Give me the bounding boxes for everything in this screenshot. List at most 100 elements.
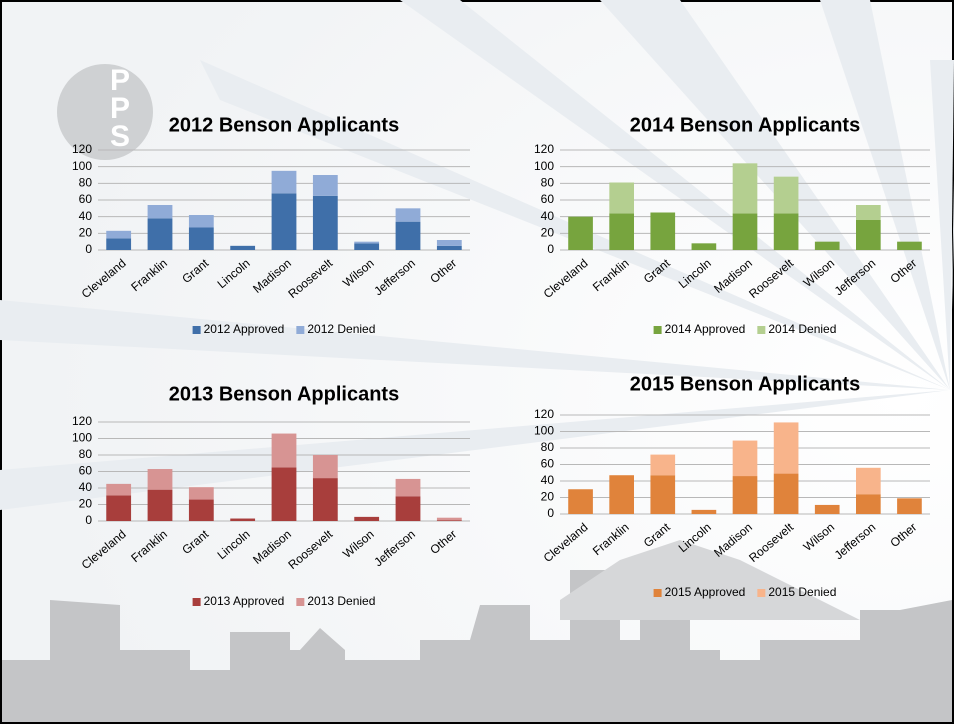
bar-segment [395, 496, 421, 521]
bar-segment [147, 469, 173, 490]
legend-label: 2015 Denied [768, 585, 836, 599]
legend-swatch [192, 326, 201, 334]
bar-segment [650, 475, 676, 514]
y-tick-label: 0 [85, 513, 92, 527]
bar-segment [188, 499, 214, 521]
bar-segment [436, 245, 462, 250]
y-tick-label: 60 [541, 192, 555, 206]
legend-swatch [653, 326, 662, 334]
y-tick-label: 20 [79, 497, 93, 511]
bar-segment [773, 176, 799, 214]
y-tick-label: 0 [547, 506, 554, 520]
bar-segment [856, 205, 881, 220]
y-tick-label: 60 [79, 464, 93, 478]
y-tick-label: 120 [72, 414, 92, 428]
chart-title: 2015 Benson Applicants [630, 373, 860, 395]
y-tick-label: 0 [85, 242, 92, 256]
legend-label: 2013 Approved [204, 594, 285, 608]
bar-segment [312, 195, 338, 250]
bar-segment [395, 221, 421, 250]
legend: 2013 Approved 2013 Denied [192, 594, 375, 608]
y-tick-label: 20 [541, 490, 555, 504]
y-tick-label: 100 [534, 159, 554, 173]
bar-segment [897, 241, 922, 250]
bar-segment [773, 422, 799, 474]
legend-swatch [296, 326, 305, 334]
bar-segment [312, 455, 338, 479]
bar-segment [650, 212, 676, 250]
bar-segment [568, 489, 593, 514]
legend: 2015 Approved 2015 Denied [653, 585, 836, 599]
bar-segment [188, 215, 214, 228]
bar-segment [106, 495, 132, 521]
bar-segment [188, 487, 214, 500]
chart-title: 2013 Benson Applicants [169, 383, 399, 405]
logo-letter: P [110, 64, 130, 97]
legend-swatch [757, 326, 766, 334]
y-tick-label: 40 [79, 209, 93, 223]
y-tick-label: 80 [79, 176, 93, 190]
legend-swatch [296, 598, 305, 606]
bar-segment [271, 193, 297, 250]
bar-segment [106, 483, 132, 496]
bar-segment [354, 243, 380, 250]
y-tick-label: 120 [72, 142, 92, 156]
y-tick-label: 120 [534, 142, 554, 156]
legend-label: 2013 Denied [307, 594, 375, 608]
bar-segment [897, 498, 922, 514]
bar-segment [147, 205, 173, 219]
legend-swatch [192, 598, 201, 606]
bar-segment [773, 473, 799, 514]
bar-segment [271, 170, 297, 194]
bar-segment [271, 467, 297, 521]
bar-segment [312, 175, 338, 196]
bar-segment [732, 476, 758, 514]
bar-segment [436, 240, 462, 246]
bar-segment [814, 504, 840, 514]
legend-swatch [757, 589, 766, 597]
y-tick-label: 100 [72, 159, 92, 173]
y-tick-label: 20 [541, 226, 555, 240]
bar-segment [773, 213, 799, 250]
legend-label: 2015 Approved [665, 585, 746, 599]
bar-segment [106, 238, 132, 250]
y-tick-label: 40 [79, 480, 93, 494]
y-tick-label: 20 [79, 226, 93, 240]
y-tick-label: 80 [541, 176, 555, 190]
logo-badge [57, 64, 153, 160]
y-tick-label: 100 [72, 431, 92, 445]
bar-segment [856, 467, 881, 495]
bar-segment [856, 494, 881, 514]
legend: 2012 Approved 2012 Denied [192, 322, 375, 336]
bar-segment [732, 163, 758, 214]
bar-segment [609, 475, 634, 514]
bar-segment [312, 478, 338, 521]
y-tick-label: 80 [541, 440, 555, 454]
logo-letter: S [110, 120, 130, 153]
bar-segment [568, 216, 593, 250]
bar-segment [395, 208, 421, 222]
y-tick-label: 120 [534, 407, 554, 421]
bar-segment [732, 440, 758, 477]
bar-segment [271, 433, 297, 468]
bar-segment [609, 182, 634, 214]
y-tick-label: 60 [79, 192, 93, 206]
legend-label: 2012 Denied [307, 322, 375, 336]
bar-segment [436, 520, 462, 521]
legend-label: 2014 Denied [768, 322, 836, 336]
bar-segment [188, 227, 214, 250]
legend-label: 2014 Approved [665, 322, 746, 336]
y-tick-label: 40 [541, 473, 555, 487]
chart-title: 2014 Benson Applicants [630, 114, 860, 136]
y-tick-label: 40 [541, 209, 555, 223]
bar-segment [856, 220, 881, 250]
bar-segment [814, 241, 840, 250]
bar-segment [395, 478, 421, 497]
bar-segment [106, 230, 132, 239]
y-tick-label: 100 [534, 424, 554, 438]
bar-segment [691, 509, 717, 514]
bar-segment [354, 241, 380, 244]
bar-segment [354, 516, 380, 521]
bar-segment [650, 454, 676, 476]
